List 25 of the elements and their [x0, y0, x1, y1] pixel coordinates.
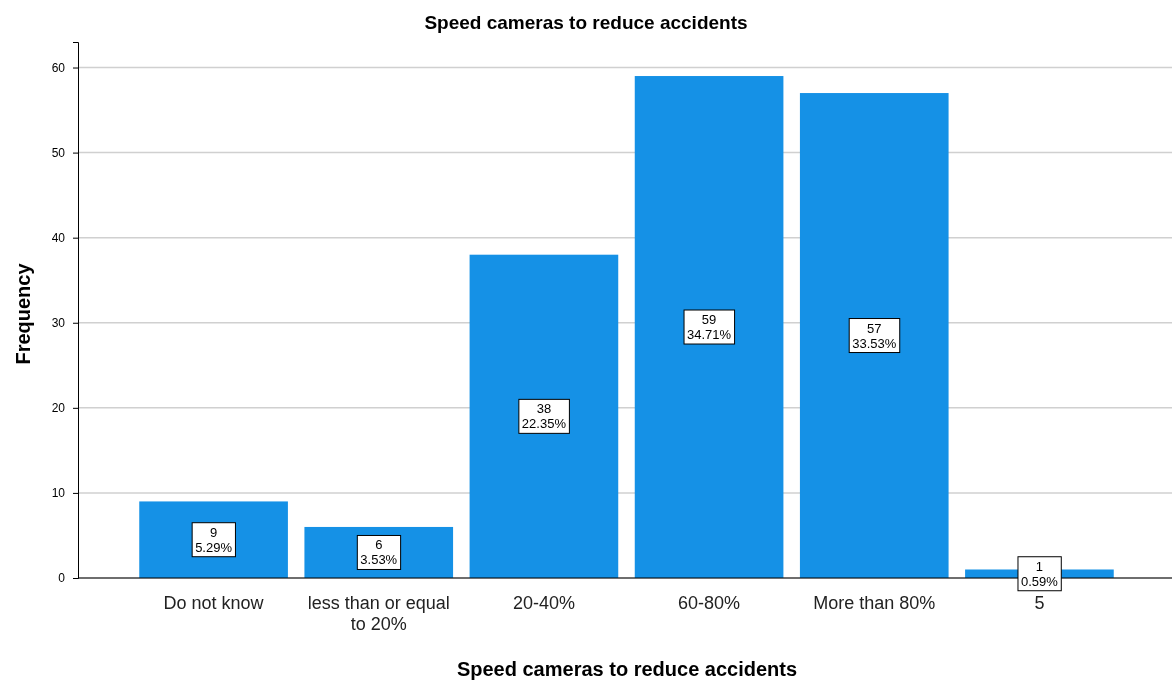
y-axis-title: Frequency: [12, 262, 34, 365]
x-tick-label: 20-40%: [512, 593, 575, 613]
data-label: 1 0.59%: [1020, 558, 1059, 589]
data-label: 6 3.53%: [360, 537, 398, 568]
y-tick-label: 0: [58, 571, 66, 586]
x-tick-label: 5: [1034, 593, 1045, 613]
bar: [799, 93, 949, 578]
bar: [634, 76, 784, 578]
y-tick-label: 20: [51, 401, 66, 416]
y-tick-label: 60: [51, 60, 66, 75]
data-label: 9 5.29%: [195, 524, 233, 555]
x-tick-label: Do not know: [163, 593, 265, 613]
data-label: 57 33.53%: [852, 320, 897, 351]
bar: [469, 254, 619, 578]
x-tick-label: More than 80%: [813, 593, 936, 613]
x-tick-label: less than or equal to 20%: [307, 593, 450, 634]
x-tick-label: 60-80%: [678, 593, 741, 613]
data-label: 38 22.35%: [521, 401, 567, 432]
y-tick-label: 50: [51, 145, 66, 160]
y-tick-label: 40: [51, 231, 66, 246]
x-axis-title: Speed cameras to reduce accidents: [456, 658, 798, 680]
y-tick-label: 10: [51, 486, 66, 501]
data-label: 59 34.71%: [687, 312, 732, 343]
chart-title: Speed cameras to reduce accidents: [424, 12, 748, 33]
y-tick-label: 30: [51, 316, 66, 331]
